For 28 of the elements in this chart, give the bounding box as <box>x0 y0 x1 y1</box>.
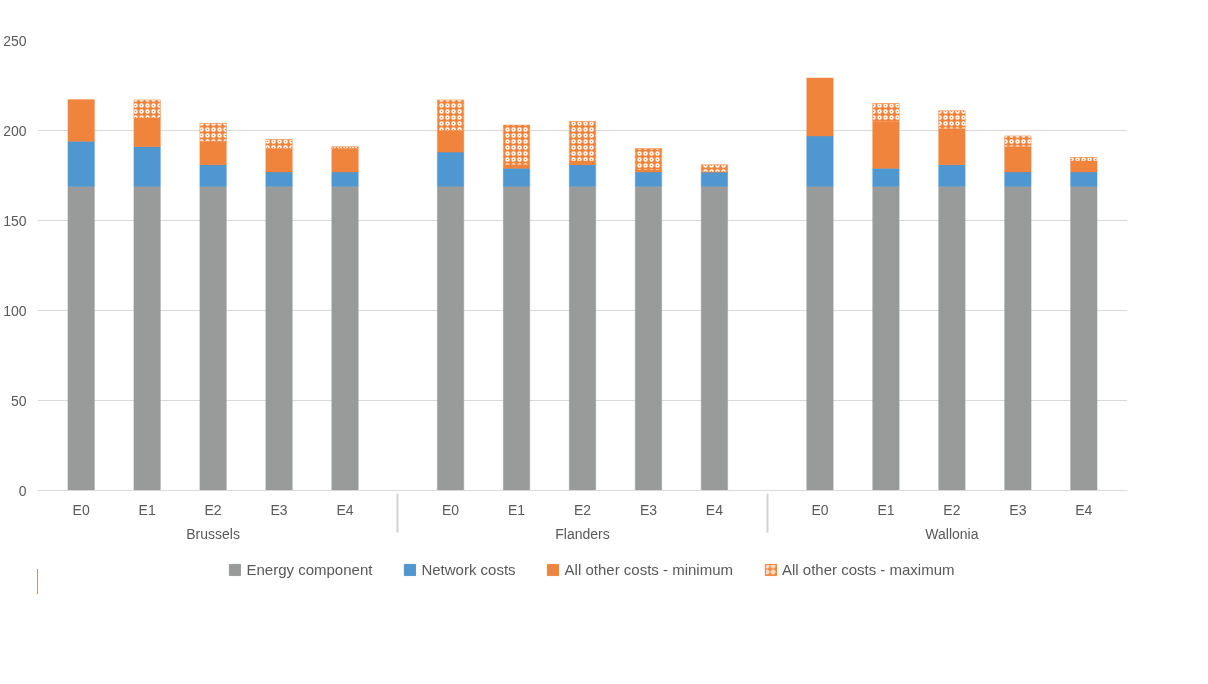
x-tick-label: E0 <box>72 501 90 518</box>
x-tick-label: E4 <box>336 501 354 518</box>
text: Flanders <box>555 525 610 542</box>
legend-label: Network costs <box>421 560 516 578</box>
x-tick-label: E2 <box>573 501 592 518</box>
legend-label: All other costs - minimum <box>564 560 733 578</box>
x-tick-label: E1 <box>138 501 156 518</box>
y-tick-label: 100 <box>3 302 27 319</box>
x-tick-label: E3 <box>1009 501 1027 518</box>
y-tick-label: 50 <box>10 392 27 409</box>
y-tick-label: 0 <box>18 482 27 499</box>
x-tick-label: E0 <box>442 501 460 518</box>
x-tick-label: E3 <box>270 501 288 518</box>
legend-label: All other costs - maximum <box>781 560 955 578</box>
text: Brussels <box>186 525 240 542</box>
x-tick-label: E1 <box>877 501 895 518</box>
y-tick-label: 150 <box>3 212 27 229</box>
y-tick-label: 200 <box>3 122 27 139</box>
x-tick-label: E2 <box>943 501 961 518</box>
x-tick-label: E4 <box>705 501 724 518</box>
x-tick-label: E1 <box>507 501 526 518</box>
text: Wallonia <box>925 525 979 542</box>
x-tick-label: E0 <box>811 501 829 518</box>
x-tick-label: E4 <box>1075 501 1093 518</box>
x-tick-label: E2 <box>204 501 222 518</box>
legend-label: Energy component <box>246 560 373 578</box>
x-tick-label: E3 <box>639 501 658 518</box>
y-tick-label: 250 <box>3 32 27 49</box>
